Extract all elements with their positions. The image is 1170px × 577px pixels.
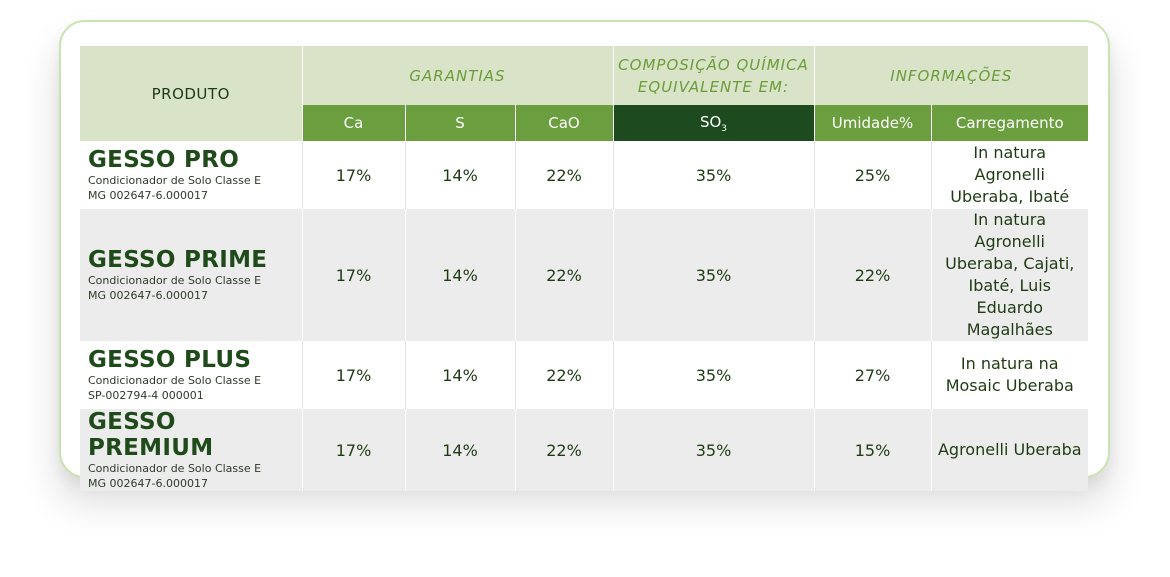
cell-ca: 17% [301, 209, 405, 341]
product-name: GESSO PLUS [88, 347, 252, 373]
product-registration: MG 002647-6.000017 [88, 289, 208, 302]
cell-cao: 22% [514, 341, 613, 409]
cell-umidade: 25% [813, 141, 931, 209]
header-produto: PRODUTO [80, 46, 303, 141]
cell-carregamento: In natura Agronelli Uberaba, Cajati, Iba… [930, 209, 1089, 341]
cell-so3: 35% [612, 409, 814, 491]
cell-s: 14% [404, 409, 515, 491]
header-composicao-line1: COMPOSIÇÃO QUÍMICA [618, 55, 809, 74]
cell-ca: 17% [301, 409, 405, 491]
cell-carregamento: Agronelli Uberaba [930, 409, 1089, 491]
col-header-so3: SO3 [612, 105, 814, 141]
product-cell: GESSO PRO Condicionador de Solo Classe E… [80, 141, 303, 209]
table-row: GESSO PRO Condicionador de Solo Classe E… [80, 141, 1089, 209]
product-description: Condicionador de Solo Classe E [88, 174, 262, 187]
col-header-umidade: Umidade% [813, 105, 931, 141]
product-description: Condicionador de Solo Classe E [88, 462, 262, 475]
cell-cao: 22% [514, 141, 613, 209]
product-name: GESSO PREMIUM [88, 409, 214, 461]
header-composicao-line2: EQUIVALENTE EM: [637, 77, 790, 96]
product-cell: GESSO PLUS Condicionador de Solo Classe … [80, 341, 303, 409]
product-registration: SP-002794-4 000001 [88, 389, 204, 402]
table-row: GESSO PRIME Condicionador de Solo Classe… [80, 209, 1089, 341]
cell-carregamento: In natura na Mosaic Uberaba [930, 341, 1089, 409]
product-description: Condicionador de Solo Classe E [88, 274, 262, 287]
product-description: Condicionador de Solo Classe E [88, 374, 262, 387]
col-header-s: S [404, 105, 515, 141]
header-informacoes: INFORMAÇÕES [813, 46, 1089, 105]
product-registration: MG 002647-6.000017 [88, 189, 208, 202]
col-header-carregamento: Carregamento [930, 105, 1089, 141]
cell-umidade: 15% [813, 409, 931, 491]
product-table: PRODUTO GARANTIAS COMPOSIÇÃO QUÍMICA EQU… [80, 46, 1089, 491]
cell-umidade: 22% [813, 209, 931, 341]
cell-carregamento: In natura Agronelli Uberaba, Ibaté [930, 141, 1089, 209]
col-header-cao: CaO [514, 105, 613, 141]
cell-so3: 35% [612, 209, 814, 341]
header-row-columns: Ca S CaO SO3 Umidade% Carregamento [80, 105, 1089, 141]
col-header-ca: Ca [301, 105, 405, 141]
product-registration: MG 002647-6.000017 [88, 477, 208, 490]
cell-s: 14% [404, 341, 515, 409]
table-row: GESSO PREMIUM Condicionador de Solo Clas… [80, 409, 1089, 491]
product-cell: GESSO PREMIUM Condicionador de Solo Clas… [80, 409, 303, 491]
header-composicao: COMPOSIÇÃO QUÍMICA EQUIVALENTE EM: [612, 46, 814, 105]
header-garantias: GARANTIAS [301, 46, 613, 105]
product-cell: GESSO PRIME Condicionador de Solo Classe… [80, 209, 303, 341]
cell-cao: 22% [514, 209, 613, 341]
so3-base: SO [699, 112, 722, 131]
header-row-groups: PRODUTO GARANTIAS COMPOSIÇÃO QUÍMICA EQU… [80, 46, 1089, 141]
product-name: GESSO PRO [88, 147, 240, 173]
cell-s: 14% [404, 209, 515, 341]
product-name: GESSO PRIME [88, 247, 268, 273]
so3-subscript: 3 [721, 123, 728, 134]
cell-so3: 35% [612, 341, 814, 409]
table-row: GESSO PLUS Condicionador de Solo Classe … [80, 341, 1089, 409]
cell-so3: 35% [612, 141, 814, 209]
cell-cao: 22% [514, 409, 613, 491]
cell-ca: 17% [301, 341, 405, 409]
cell-s: 14% [404, 141, 515, 209]
cell-ca: 17% [301, 141, 405, 209]
cell-umidade: 27% [813, 341, 931, 409]
